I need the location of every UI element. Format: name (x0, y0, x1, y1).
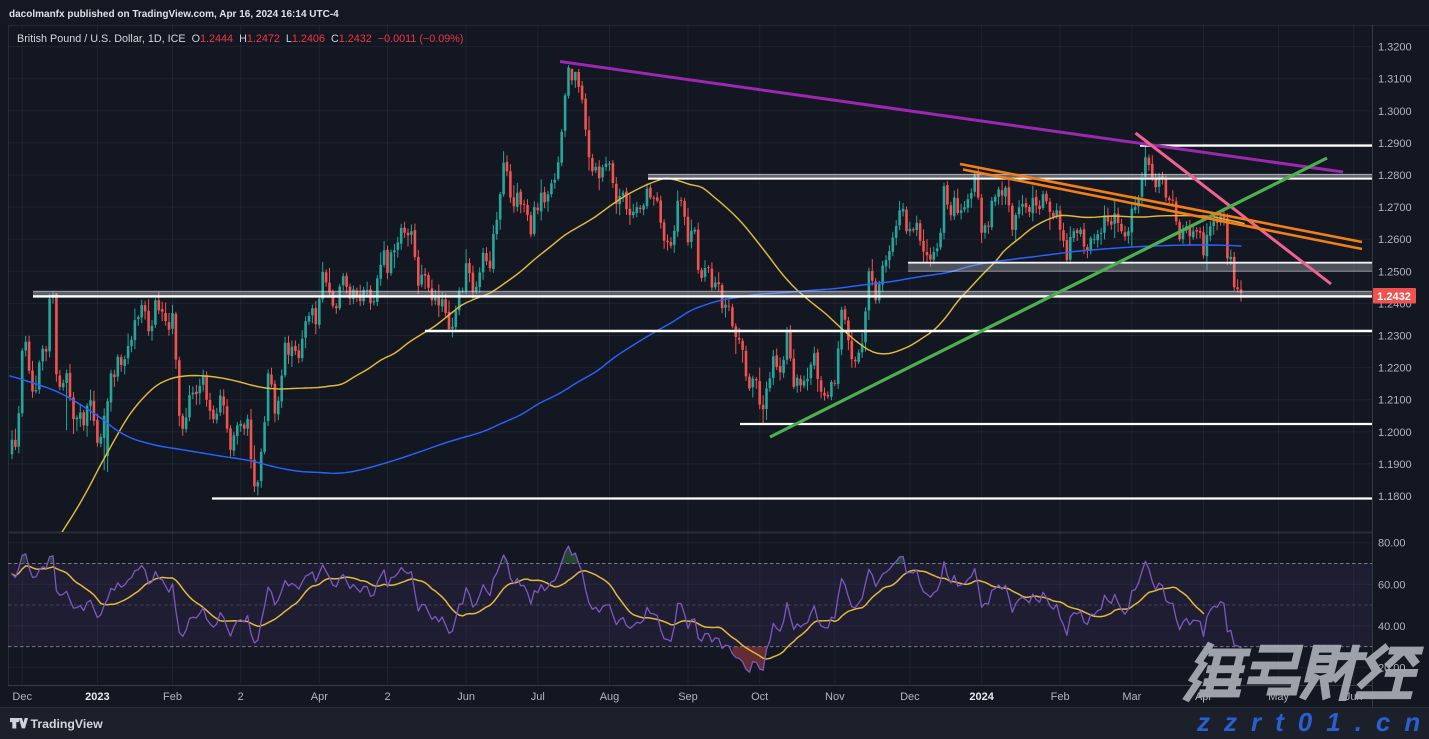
svg-text:1.2000: 1.2000 (1378, 427, 1412, 439)
svg-text:1.2800: 1.2800 (1378, 170, 1412, 182)
svg-text:Nov: Nov (825, 691, 845, 703)
svg-text:Jul: Jul (531, 691, 545, 703)
svg-text:zzrt01.cn: zzrt01.cn (1196, 707, 1429, 737)
svg-text:1.2700: 1.2700 (1378, 202, 1412, 214)
svg-text:1.3100: 1.3100 (1378, 74, 1412, 86)
svg-text:1.1900: 1.1900 (1378, 459, 1412, 471)
svg-text:2024: 2024 (969, 691, 994, 703)
svg-text:Feb: Feb (1051, 691, 1070, 703)
svg-text:80.00: 80.00 (1378, 538, 1406, 550)
svg-text:2: 2 (238, 691, 244, 703)
svg-text:1.3000: 1.3000 (1378, 106, 1412, 118)
svg-text:Oct: Oct (751, 691, 768, 703)
svg-text:60.00: 60.00 (1378, 579, 1406, 591)
svg-text:1.2432: 1.2432 (1377, 291, 1411, 303)
svg-text:Jun: Jun (457, 691, 475, 703)
svg-text:dacolmanfx published on Tradin: dacolmanfx published on TradingView.com,… (9, 9, 339, 20)
svg-text:2023: 2023 (85, 691, 109, 703)
svg-text:1.2100: 1.2100 (1378, 395, 1412, 407)
svg-text:1.1800: 1.1800 (1378, 491, 1412, 503)
svg-text:TradingView: TradingView (31, 717, 104, 731)
svg-text:Mar: Mar (1122, 691, 1141, 703)
svg-text:40.00: 40.00 (1378, 621, 1406, 633)
svg-text:Sep: Sep (678, 691, 698, 703)
svg-text:2: 2 (384, 691, 390, 703)
svg-text:Aug: Aug (600, 691, 620, 703)
svg-text:Feb: Feb (163, 691, 182, 703)
svg-text:1.2600: 1.2600 (1378, 234, 1412, 246)
svg-text:1.2500: 1.2500 (1378, 266, 1412, 278)
svg-text:Dec: Dec (12, 691, 32, 703)
svg-text:1.2300: 1.2300 (1378, 331, 1412, 343)
svg-text:Apr: Apr (311, 691, 328, 703)
svg-text:British Pound / U.S. Dollar, 1: British Pound / U.S. Dollar, 1D, ICE O1.… (17, 33, 463, 45)
svg-text:1.2900: 1.2900 (1378, 138, 1412, 150)
svg-text:Dec: Dec (900, 691, 920, 703)
svg-text:1.2200: 1.2200 (1378, 363, 1412, 375)
svg-text:1.3200: 1.3200 (1378, 42, 1412, 54)
